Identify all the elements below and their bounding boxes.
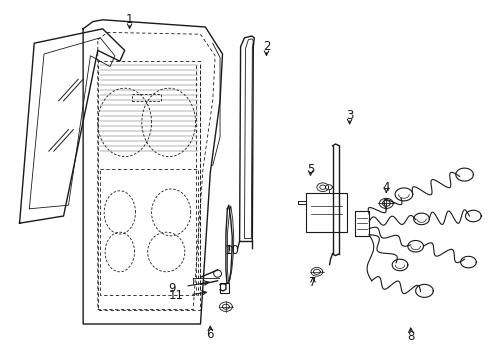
Text: 2: 2 — [262, 40, 270, 53]
Text: 5: 5 — [306, 163, 314, 176]
Text: 11: 11 — [168, 289, 183, 302]
Text: 9: 9 — [168, 282, 176, 294]
Text: 8: 8 — [406, 330, 414, 343]
Text: 6: 6 — [206, 328, 214, 341]
Text: 7: 7 — [308, 276, 316, 289]
Text: 10: 10 — [224, 244, 239, 257]
Text: 3: 3 — [345, 109, 353, 122]
Text: 4: 4 — [382, 181, 389, 194]
Text: 1: 1 — [125, 13, 133, 26]
FancyBboxPatch shape — [305, 193, 346, 232]
Bar — [220, 283, 228, 293]
